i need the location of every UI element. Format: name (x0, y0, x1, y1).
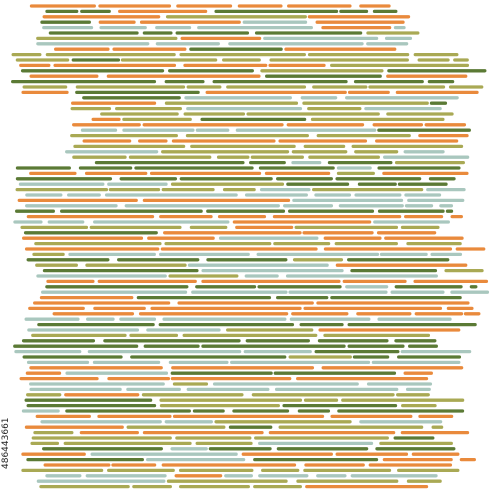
stock-id-watermark: 486443661 (1, 417, 11, 469)
